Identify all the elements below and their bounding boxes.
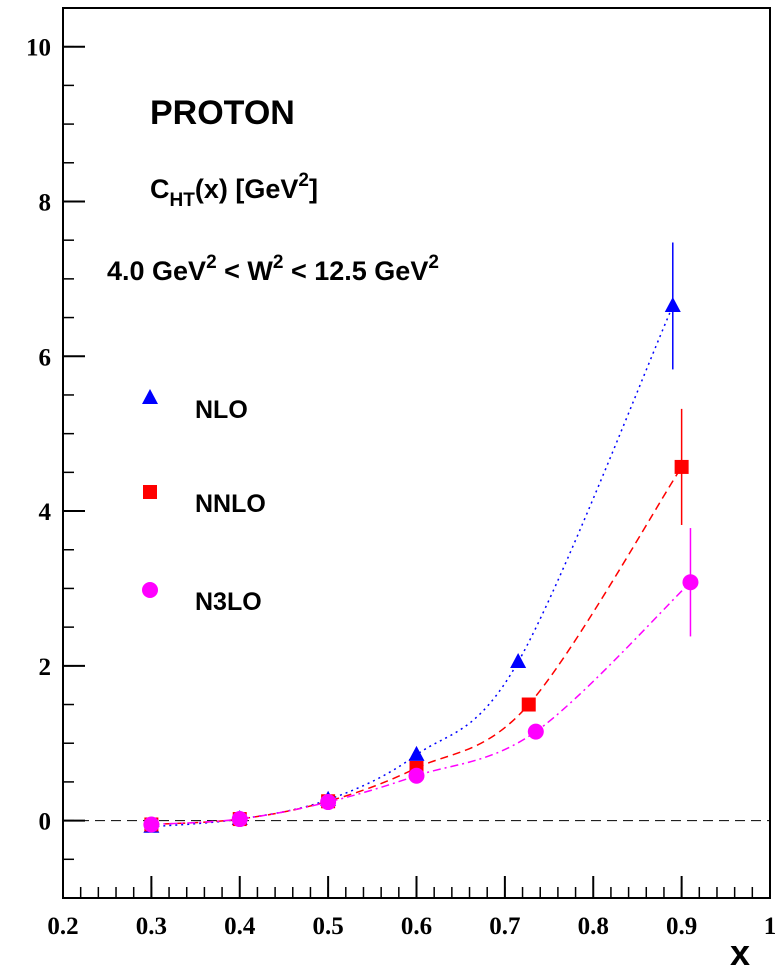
marker (320, 794, 337, 811)
fit-curve (151, 305, 674, 828)
x-tick-label: 0.9 (666, 913, 697, 940)
x-tick-label: 0.4 (224, 913, 256, 940)
legend-marker (142, 582, 158, 598)
marker (682, 574, 699, 591)
fit-curve (151, 581, 691, 826)
marker (408, 767, 425, 784)
annotation-part: < W (217, 256, 274, 286)
x-axis-label: x (730, 932, 750, 971)
annotation-part: 4.0 GeV (107, 256, 206, 286)
marker (510, 652, 527, 668)
y-tick-label: 8 (39, 189, 52, 216)
chart-title: PROTON (150, 94, 295, 132)
marker (408, 745, 425, 761)
marker (664, 296, 681, 312)
y-tick-label: 4 (39, 499, 52, 526)
annotation: 4.0 GeV2 < W2 < 12.5 GeV2 (107, 252, 439, 286)
annotation-part: < 12.5 GeV (283, 256, 428, 286)
annotation: CHT(x) [GeV2] (150, 170, 318, 211)
annotation-part: 2 (298, 170, 309, 191)
x-tick-label: 1 (764, 913, 777, 940)
x-tick-label: 0.6 (401, 913, 432, 940)
x-tick-label: 0.8 (578, 913, 609, 940)
marker (527, 723, 544, 740)
legend-label: NNLO (195, 490, 266, 518)
marker (143, 816, 160, 833)
y-tick-label: 2 (39, 654, 52, 681)
annotation-part: C (150, 174, 170, 204)
legend-marker (143, 485, 157, 499)
marker (231, 811, 248, 828)
marker (521, 697, 536, 712)
legend-marker (142, 389, 158, 404)
x-tick-label: 0.3 (136, 913, 167, 940)
annotation-part: 2 (273, 252, 284, 273)
fit-curve (151, 466, 683, 826)
annotation-part: ] (309, 174, 318, 204)
annotation-part: HT (170, 190, 196, 211)
annotation-part: 2 (428, 252, 439, 273)
y-tick-label: 6 (39, 344, 52, 371)
legend-label: N3LO (195, 588, 262, 616)
marker (674, 459, 689, 474)
annotation-part: 2 (206, 252, 217, 273)
legend-label: NLO (195, 396, 248, 424)
x-tick-label: 0.7 (489, 913, 520, 940)
x-tick-label: 0.2 (47, 913, 78, 940)
annotation-part: (x) [GeV (195, 174, 299, 204)
x-tick-label: 0.5 (313, 913, 344, 940)
y-tick-label: 10 (26, 35, 51, 62)
y-tick-label: 0 (39, 809, 52, 836)
